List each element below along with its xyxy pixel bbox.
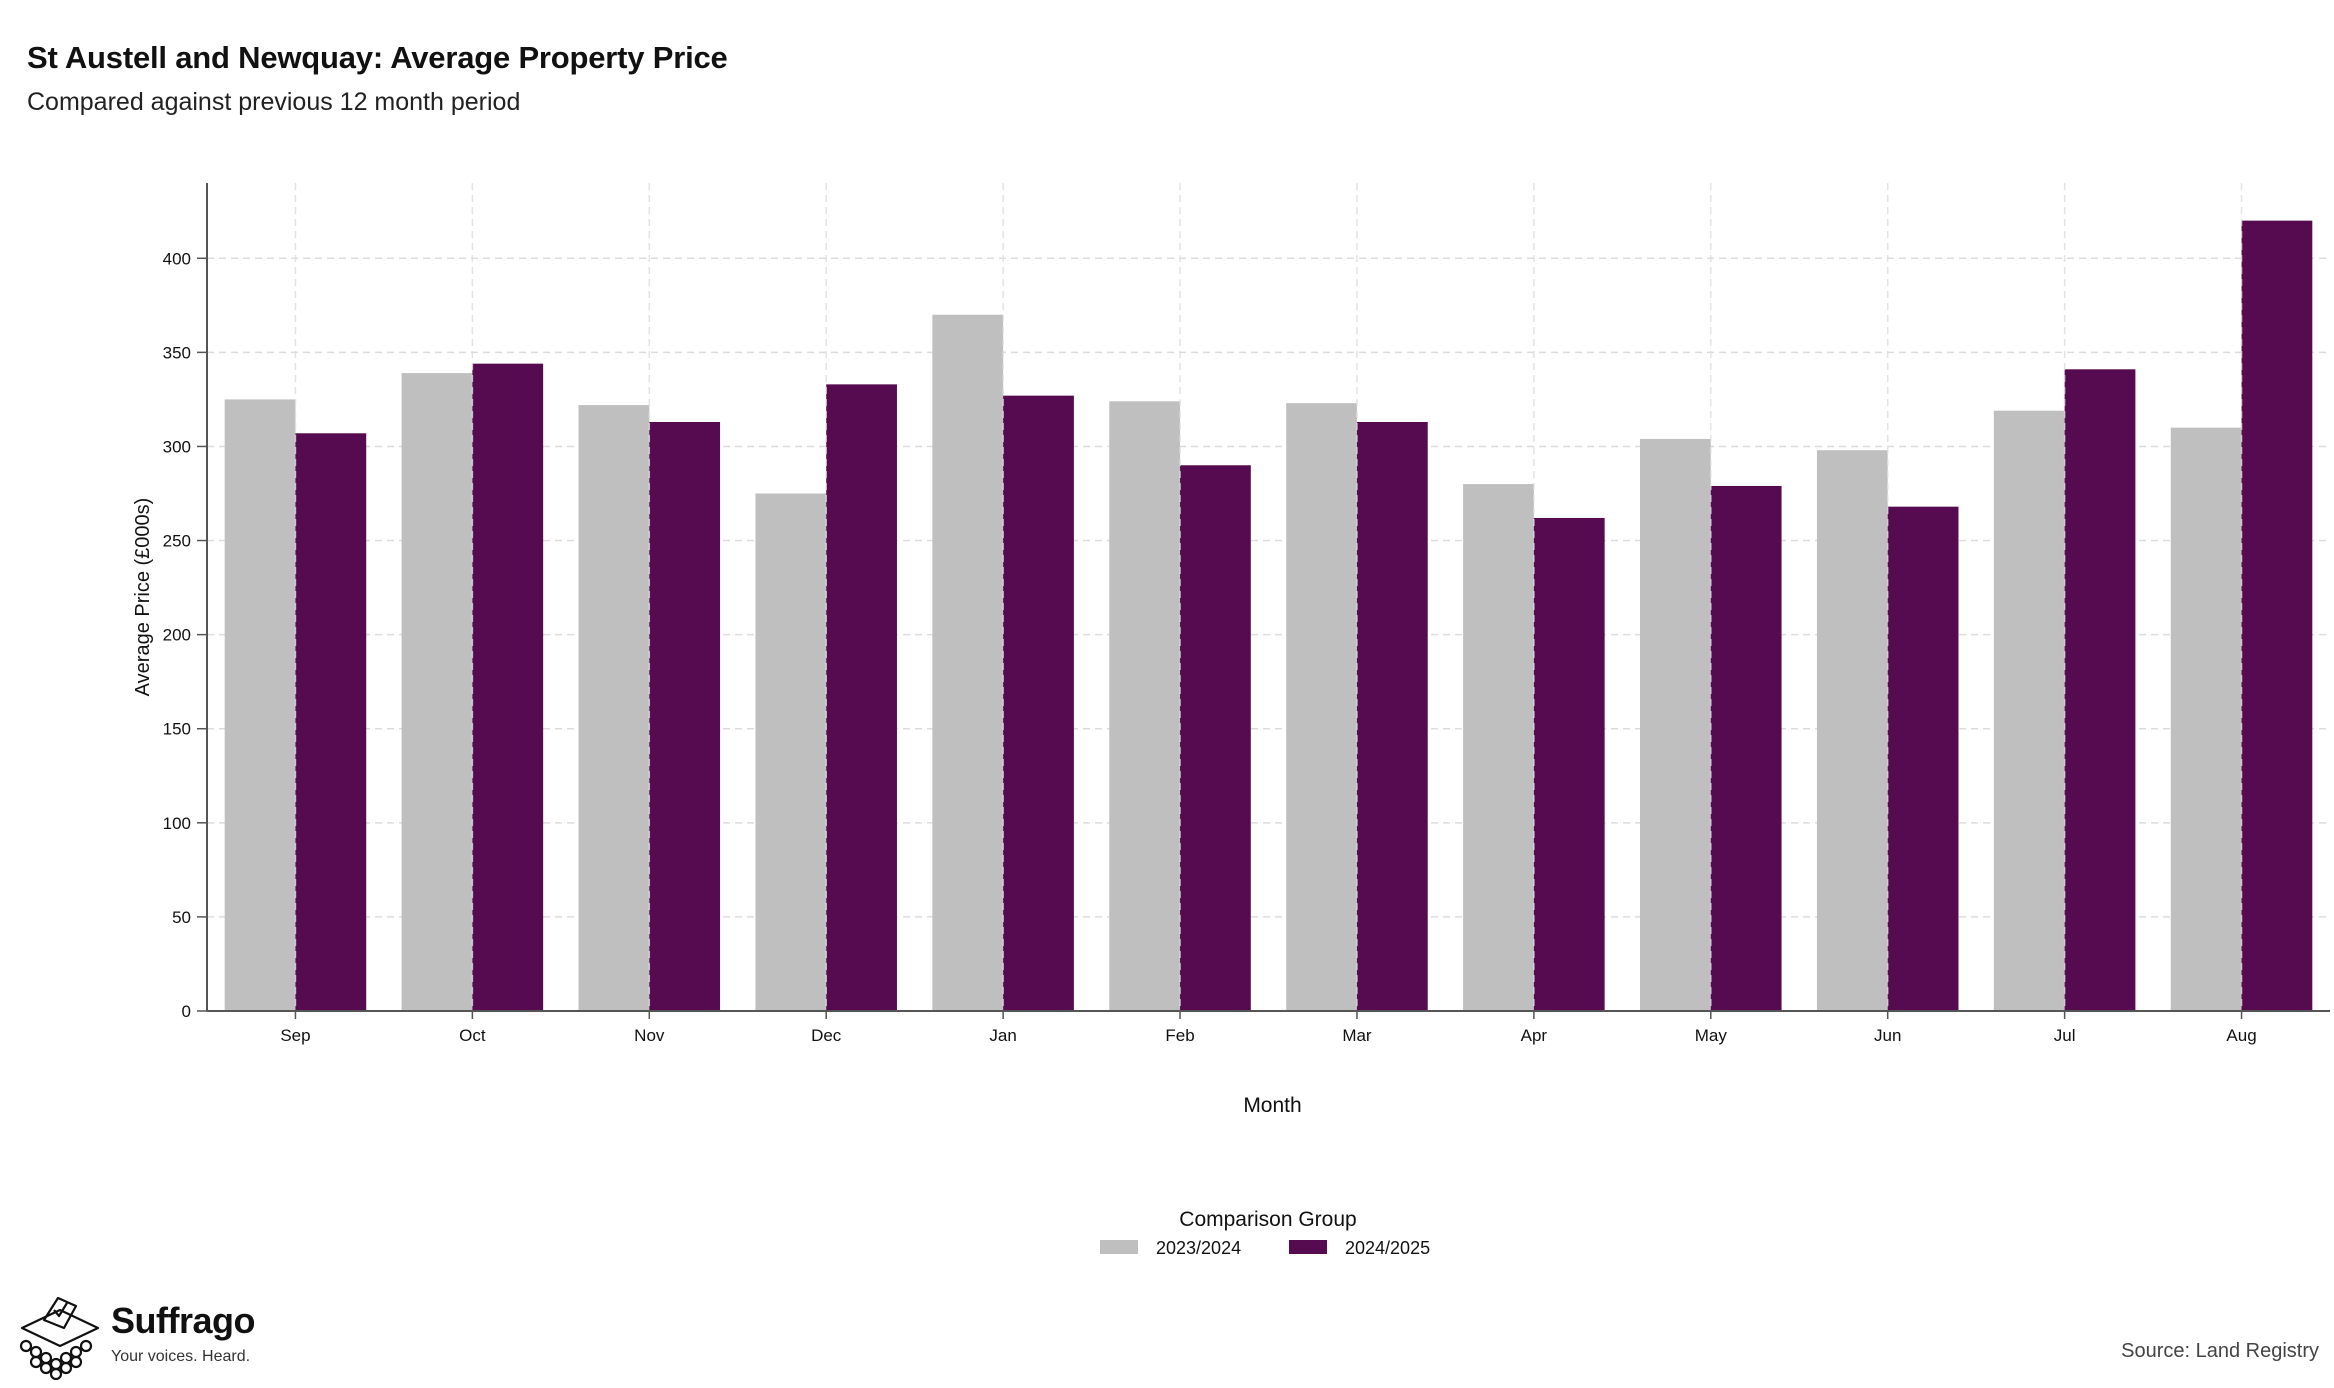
bar-mar-2023-2024 (1286, 403, 1357, 1011)
x-axis-title: Month (1243, 1094, 1301, 1117)
legend-swatch-2024-2025 (1289, 1240, 1327, 1254)
bar-oct-2024-2025 (472, 363, 544, 1011)
chart-title: St Austell and Newquay: Average Property… (27, 40, 728, 75)
y-tick-label: 0 (182, 1002, 191, 1021)
x-tick-label: Jan (989, 1026, 1016, 1045)
x-tick-label: Aug (2226, 1026, 2256, 1045)
y-tick-label: 50 (172, 908, 191, 927)
x-tick-label: Jun (1874, 1026, 1901, 1045)
bar-aug-2023-2024 (2170, 427, 2242, 1011)
bar-mar-2024-2025 (1356, 421, 1428, 1011)
bar-apr-2023-2024 (1463, 484, 1534, 1011)
x-tick-label: Sep (280, 1026, 310, 1045)
legend: Comparison Group 2023/2024 2024/2025 (1100, 1208, 1430, 1258)
y-tick-label: 100 (163, 814, 191, 833)
legend-swatch-2023-2024 (1100, 1240, 1138, 1254)
x-tick-label: Dec (811, 1026, 842, 1045)
bar-aug-2024-2025 (2241, 220, 2313, 1012)
bar-jan-2024-2025 (1003, 395, 1074, 1011)
x-tick-label: Feb (1165, 1026, 1194, 1045)
bar-nov-2023-2024 (578, 405, 650, 1011)
legend-label-2024-2025: 2024/2025 (1345, 1238, 1430, 1258)
x-tick-label: Nov (634, 1026, 665, 1045)
x-tick-label: May (1695, 1026, 1728, 1045)
bar-sep-2024-2025 (295, 433, 367, 1011)
y-tick-label: 300 (163, 437, 191, 456)
axes (197, 183, 2330, 1019)
grid-lines (207, 257, 2330, 918)
brand-logo: Suffrago Your voices. Heard. (14, 1290, 274, 1380)
ballot-box-icon (19, 1296, 100, 1380)
bar-oct-2023-2024 (401, 373, 473, 1012)
bar-apr-2024-2025 (1533, 517, 1605, 1011)
bar-jul-2023-2024 (1993, 410, 2065, 1011)
x-tick-label: Jul (2054, 1026, 2076, 1045)
vertical-grid-lines (294, 183, 2243, 1011)
bar-jan-2023-2024 (932, 314, 1004, 1011)
source-note: Source: Land Registry (2121, 1340, 2319, 1362)
y-tick-label: 400 (163, 249, 191, 268)
bar-jun-2024-2025 (1887, 506, 1959, 1011)
bar-dec-2024-2025 (826, 384, 897, 1011)
bar-jul-2024-2025 (2064, 369, 2136, 1011)
bars (224, 220, 2313, 1012)
y-tick-label: 200 (163, 626, 191, 645)
x-tick-label: Mar (1342, 1026, 1372, 1045)
bar-nov-2024-2025 (649, 421, 721, 1011)
y-tick-label: 350 (163, 343, 191, 362)
x-tick-label: Apr (1521, 1026, 1548, 1045)
bar-may-2024-2025 (1710, 485, 1782, 1011)
brand-name: Suffrago (111, 1300, 256, 1341)
y-tick-label: 150 (163, 720, 191, 739)
x-tick-label: Oct (459, 1026, 486, 1045)
brand-tagline: Your voices. Heard. (111, 1348, 251, 1365)
y-axis-title: Average Price (£000s) (132, 498, 154, 697)
bar-feb-2023-2024 (1109, 401, 1181, 1012)
bar-jun-2023-2024 (1816, 450, 1888, 1012)
bar-sep-2023-2024 (224, 399, 296, 1012)
chart-subtitle: Compared against previous 12 month perio… (27, 88, 521, 116)
legend-title: Comparison Group (1179, 1208, 1356, 1231)
bar-may-2023-2024 (1640, 438, 1711, 1012)
bar-dec-2023-2024 (755, 493, 827, 1011)
legend-label-2023-2024: 2023/2024 (1156, 1238, 1241, 1258)
axis-labels: 0 50 100 150 200 250 300 350 400 Sep Oct Nov Dec Jan F… (132, 249, 2257, 1117)
y-tick-label: 250 (163, 532, 191, 551)
bar-feb-2024-2025 (1180, 465, 1251, 1012)
